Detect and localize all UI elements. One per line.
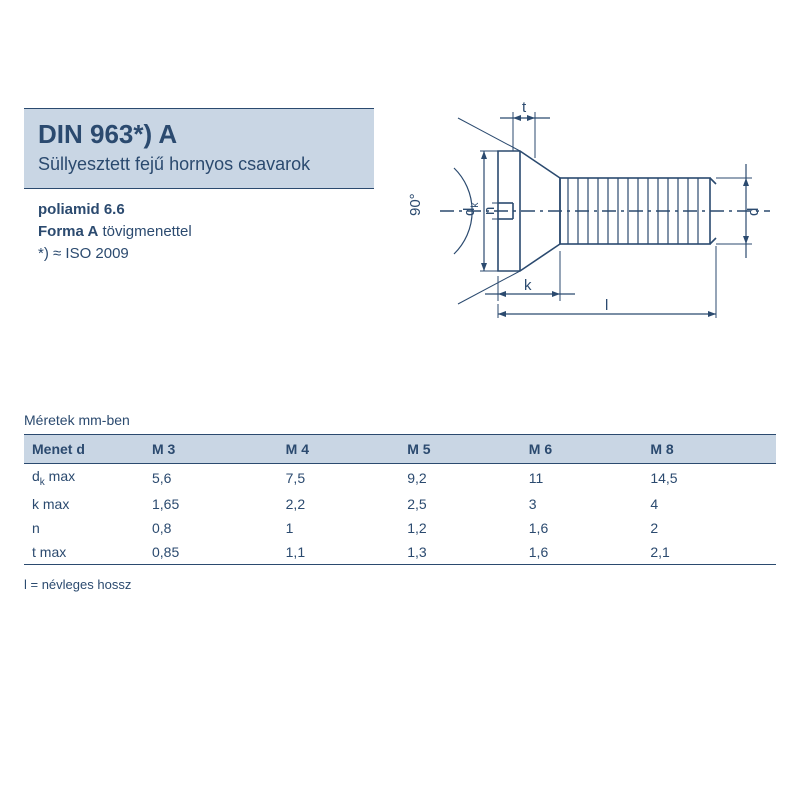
- table-cell: 11: [521, 464, 643, 492]
- table-cell: 0,85: [144, 540, 278, 565]
- table-row: dk max5,67,59,21114,5: [24, 464, 776, 492]
- table-cell: 1,65: [144, 492, 278, 516]
- label-dk: dk: [461, 202, 481, 216]
- table-caption: Méretek mm-ben: [24, 412, 776, 428]
- table-cell: 9,2: [399, 464, 521, 492]
- table-cell: 1: [278, 516, 400, 540]
- table-header-cell: Menet d: [24, 435, 144, 464]
- row-label: n: [24, 516, 144, 540]
- table-cell: 3: [521, 492, 643, 516]
- table-cell: 7,5: [278, 464, 400, 492]
- table-cell: 2,5: [399, 492, 521, 516]
- table-cell: 1,3: [399, 540, 521, 565]
- label-k: k: [524, 277, 532, 294]
- table-header-row: Menet dM 3M 4M 5M 6M 8: [24, 435, 776, 464]
- subtitle: Süllyesztett fejű hornyos csavarok: [38, 152, 360, 176]
- table-row: t max0,851,11,31,62,1: [24, 540, 776, 565]
- label-l: l: [605, 297, 608, 314]
- form-bold: Forma A: [38, 223, 98, 240]
- din-title: DIN 963*) A: [38, 119, 360, 150]
- row-label: dk max: [24, 464, 144, 492]
- table-cell: 14,5: [642, 464, 776, 492]
- label-n: n: [481, 207, 498, 215]
- table-header-cell: M 3: [144, 435, 278, 464]
- label-t: t: [522, 99, 527, 116]
- table-row: k max1,652,22,534: [24, 492, 776, 516]
- table-cell: 1,6: [521, 516, 643, 540]
- table-cell: 1,2: [399, 516, 521, 540]
- row-label: t max: [24, 540, 144, 565]
- table-header-cell: M 6: [521, 435, 643, 464]
- table-header-cell: M 4: [278, 435, 400, 464]
- table-cell: 2,1: [642, 540, 776, 565]
- row-label: k max: [24, 492, 144, 516]
- table-cell: 0,8: [144, 516, 278, 540]
- table-cell: 4: [642, 492, 776, 516]
- dimension-table: Menet dM 3M 4M 5M 6M 8 dk max5,67,59,211…: [24, 434, 776, 565]
- table-header-cell: M 8: [642, 435, 776, 464]
- iso-line: *) ≈ ISO 2009: [38, 243, 360, 265]
- table-cell: 1,1: [278, 540, 400, 565]
- label-angle: 90°: [407, 193, 424, 216]
- label-d: d: [745, 208, 762, 216]
- table-header-cell: M 5: [399, 435, 521, 464]
- table-cell: 1,6: [521, 540, 643, 565]
- table-footnote: l = névleges hossz: [24, 577, 776, 592]
- title-block: DIN 963*) A Süllyesztett fejű hornyos cs…: [24, 108, 374, 188]
- form-rest: tövigmenettel: [98, 223, 191, 240]
- table-row: n0,811,21,62: [24, 516, 776, 540]
- table-cell: 5,6: [144, 464, 278, 492]
- table-body: dk max5,67,59,21114,5k max1,652,22,534n0…: [24, 464, 776, 565]
- material-block: poliamid 6.6 Forma A tövigmenettel *) ≈ …: [24, 188, 374, 270]
- material-line: poliamid 6.6: [38, 201, 125, 218]
- dimension-table-region: Méretek mm-ben Menet dM 3M 4M 5M 6M 8 dk…: [24, 412, 776, 592]
- table-cell: 2: [642, 516, 776, 540]
- screw-diagram: 90° t dk n k l d: [380, 96, 780, 326]
- table-cell: 2,2: [278, 492, 400, 516]
